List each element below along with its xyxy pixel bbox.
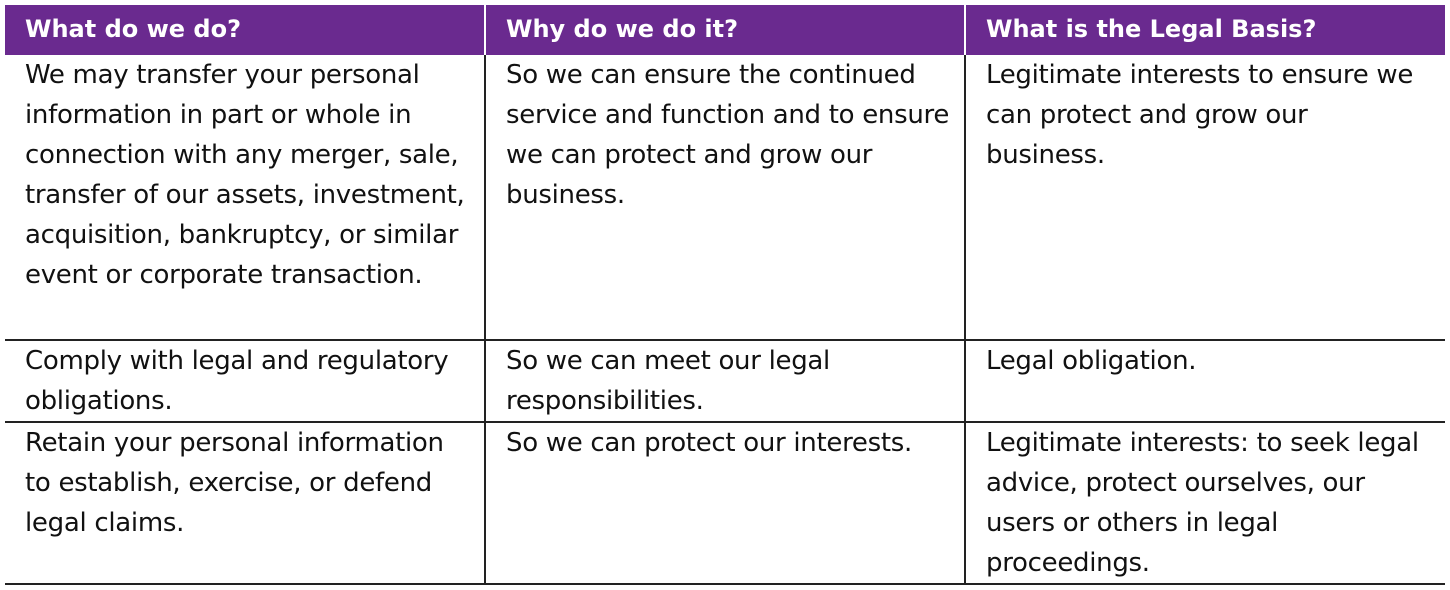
table-cell: We may transfer your personal informatio… xyxy=(5,55,485,341)
table-cell: So we can ensure the continued service a… xyxy=(484,55,965,341)
table-row: Retain your personal information to esta… xyxy=(5,422,1445,585)
table-row: We may transfer your personal informatio… xyxy=(5,55,1445,341)
table-body: We may transfer your personal informatio… xyxy=(5,55,1445,585)
header-cell: What is the Legal Basis? xyxy=(964,5,1445,55)
table-cell: So we can meet our legal responsibilitie… xyxy=(484,340,965,423)
header-cell: What do we do? xyxy=(5,5,485,55)
table-cell: Retain your personal information to esta… xyxy=(5,422,485,585)
table-row: Comply with legal and regulatory obligat… xyxy=(5,340,1445,423)
table-cell: Comply with legal and regulatory obligat… xyxy=(5,340,485,423)
header-cell: Why do we do it? xyxy=(484,5,965,55)
table-cell: So we can protect our interests. xyxy=(484,422,965,585)
table-cell: Legitimate interests: to seek legal advi… xyxy=(964,422,1445,585)
table-cell: Legitimate interests to ensure we can pr… xyxy=(964,55,1445,341)
header-row: What do we do? Why do we do it? What is … xyxy=(5,5,1445,55)
table-cell: Legal obligation. xyxy=(964,340,1445,423)
legal-basis-table: What do we do? Why do we do it? What is … xyxy=(5,5,1445,585)
table-header: What do we do? Why do we do it? What is … xyxy=(5,5,1445,55)
